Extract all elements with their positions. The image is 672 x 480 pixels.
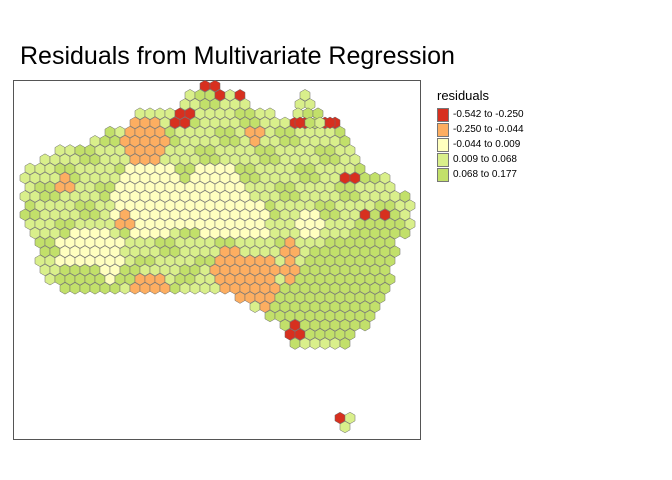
- region-hex: [384, 236, 396, 249]
- region-hex: [379, 263, 391, 277]
- legend-swatch: [437, 122, 449, 137]
- legend-label: 0.009 to 0.068: [453, 154, 517, 165]
- legend-swatch: [437, 107, 449, 122]
- region-hex: [334, 125, 346, 139]
- legend: residuals -0.542 to -0.250 -0.250 to -0.0…: [437, 88, 524, 182]
- region-hex: [324, 116, 336, 129]
- hex-map: [19, 80, 416, 434]
- region-hex: [399, 190, 411, 203]
- region-hex: [379, 282, 391, 295]
- region-hex: [344, 144, 356, 157]
- region-hex: [299, 89, 311, 102]
- region-hex: [209, 80, 221, 93]
- legend-label: -0.250 to -0.044: [453, 124, 524, 135]
- legend-item: -0.542 to -0.250: [437, 107, 524, 122]
- region-hex: [389, 245, 401, 258]
- region-hex: [384, 181, 396, 194]
- region-hex: [364, 309, 376, 323]
- region-hex: [339, 135, 351, 148]
- region-hex: [234, 89, 246, 102]
- legend-swatch: [437, 152, 449, 167]
- legend-label: -0.542 to -0.250: [453, 109, 524, 120]
- region-hex: [374, 291, 386, 304]
- region-hex: [379, 171, 391, 185]
- region-hex: [359, 319, 371, 332]
- region-hex: [354, 162, 366, 175]
- region-hex: [404, 217, 416, 231]
- legend-item: -0.044 to 0.009: [437, 137, 524, 152]
- legend-label: -0.044 to 0.009: [453, 139, 521, 150]
- region-hex: [339, 337, 351, 350]
- legend-item: 0.009 to 0.068: [437, 152, 524, 167]
- region-hex: [399, 227, 411, 240]
- legend-title: residuals: [437, 88, 490, 103]
- legend-swatch: [437, 167, 449, 182]
- region-hex: [264, 107, 276, 120]
- region-hex: [344, 328, 356, 341]
- region-hex: [339, 420, 351, 434]
- legend-swatch: [437, 137, 449, 152]
- region-hex: [384, 273, 396, 286]
- region-hex: [369, 300, 381, 313]
- map-title: Residuals from Multivariate Regression: [20, 42, 455, 70]
- region-hex: [349, 153, 361, 166]
- legend-label: 0.068 to 0.177: [453, 169, 517, 180]
- region-hex: [399, 208, 411, 221]
- map-frame: [13, 80, 421, 440]
- legend-item: 0.068 to 0.177: [437, 167, 524, 182]
- region-hex: [404, 199, 416, 212]
- region-hex: [384, 254, 396, 267]
- legend-item: -0.250 to -0.044: [437, 122, 524, 137]
- region-hex: [239, 98, 251, 111]
